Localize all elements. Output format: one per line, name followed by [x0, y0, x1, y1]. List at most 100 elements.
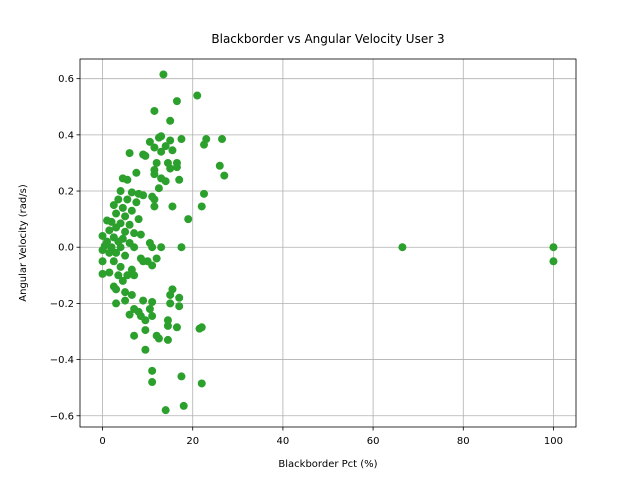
point — [127, 188, 136, 197]
point — [105, 268, 114, 277]
point — [175, 175, 184, 184]
point — [136, 230, 145, 239]
y-tick-label: −0.6 — [50, 411, 74, 422]
point — [148, 261, 157, 270]
point — [121, 288, 130, 297]
point — [549, 257, 558, 266]
x-tick-label: 20 — [186, 436, 199, 447]
y-tick-label: −0.4 — [50, 355, 74, 366]
point — [98, 269, 107, 278]
point — [107, 217, 116, 226]
point — [154, 334, 163, 343]
point — [148, 378, 157, 387]
point — [118, 203, 127, 212]
point — [130, 229, 139, 238]
point — [197, 202, 206, 211]
point — [125, 149, 134, 158]
point — [154, 133, 163, 142]
point — [161, 406, 170, 415]
x-axis-label: Blackborder Pct (%) — [278, 459, 377, 470]
y-tick-label: 0.4 — [58, 130, 74, 141]
y-tick-label: 0.2 — [58, 187, 74, 198]
point — [141, 316, 150, 325]
point — [200, 140, 208, 149]
x-tick-label: 80 — [457, 436, 470, 447]
point — [197, 379, 206, 388]
point — [157, 243, 166, 252]
point — [179, 401, 188, 410]
point — [130, 271, 139, 280]
point — [139, 191, 148, 200]
point — [132, 168, 141, 177]
point — [200, 189, 208, 198]
point — [152, 158, 161, 167]
point — [161, 142, 170, 151]
point — [150, 202, 159, 211]
point — [112, 285, 121, 294]
point — [134, 215, 143, 224]
point — [123, 175, 132, 184]
point — [141, 151, 150, 160]
point — [159, 70, 168, 79]
point — [118, 276, 127, 285]
y-tick-label: 0.6 — [58, 74, 74, 85]
point — [166, 290, 175, 299]
point — [141, 326, 150, 335]
point — [220, 171, 229, 180]
point — [150, 170, 159, 179]
point — [172, 97, 181, 106]
point — [148, 312, 157, 321]
point — [175, 302, 184, 311]
point — [145, 137, 154, 146]
point — [125, 220, 134, 229]
point — [175, 293, 184, 302]
point — [166, 299, 175, 308]
point — [398, 243, 407, 252]
point — [150, 143, 159, 152]
point — [148, 366, 157, 375]
y-tick-label: −0.2 — [50, 299, 74, 310]
x-tick-label: 60 — [367, 436, 380, 447]
point — [114, 195, 123, 204]
point — [105, 248, 114, 257]
point — [141, 345, 150, 354]
point — [177, 135, 186, 144]
point — [157, 147, 166, 156]
point — [172, 323, 181, 332]
point — [123, 195, 132, 204]
point — [105, 226, 114, 235]
x-tick-label: 0 — [99, 436, 105, 447]
point — [154, 184, 163, 193]
point — [123, 271, 132, 280]
point — [152, 254, 161, 263]
point — [132, 198, 141, 207]
point — [121, 227, 130, 236]
point — [125, 310, 134, 319]
point — [139, 296, 148, 305]
point — [112, 209, 121, 218]
point — [130, 243, 139, 252]
point — [114, 271, 123, 280]
point — [163, 335, 172, 344]
point — [112, 223, 121, 232]
point — [177, 243, 186, 252]
point — [112, 248, 121, 257]
point — [127, 206, 136, 215]
point — [195, 324, 204, 333]
point — [150, 106, 159, 115]
point — [168, 146, 177, 155]
point — [112, 299, 121, 308]
point — [98, 231, 107, 240]
point — [116, 243, 125, 252]
point — [145, 305, 154, 314]
point — [172, 163, 181, 172]
point — [215, 161, 224, 170]
point — [184, 215, 193, 224]
point — [127, 290, 136, 299]
point — [98, 246, 107, 255]
y-axis-label: Angular Velocity (rad/s) — [18, 184, 29, 302]
x-tick-label: 100 — [544, 436, 563, 447]
point — [163, 316, 172, 325]
point — [161, 177, 170, 186]
